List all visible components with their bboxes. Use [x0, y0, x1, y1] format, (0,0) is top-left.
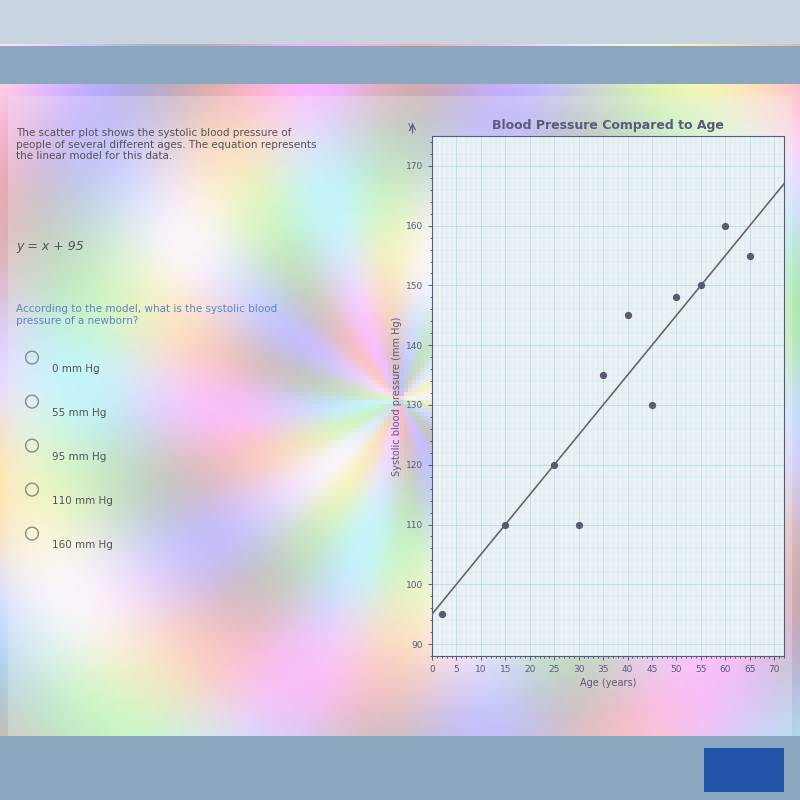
Point — [694, 279, 707, 292]
Point — [499, 518, 512, 531]
Point — [743, 249, 756, 262]
Text: According to the model, what is the systolic blood
pressure of a newborn?: According to the model, what is the syst… — [16, 304, 277, 326]
Text: Ne: Ne — [734, 763, 754, 776]
Text: /learning.k12.com/d2l/le/sequenceViewer/525535?url=https%253a%252f%252fe027: /learning.k12.com/d2l/le/sequenceViewer/… — [8, 15, 333, 25]
Point — [572, 518, 585, 531]
Text: 55 mm Hg: 55 mm Hg — [52, 408, 106, 418]
Title: Blood Pressure Compared to Age: Blood Pressure Compared to Age — [492, 119, 724, 132]
Point — [670, 291, 683, 304]
Text: 0 mm Hg: 0 mm Hg — [52, 364, 100, 374]
Point — [548, 458, 561, 471]
Text: 160 mm Hg: 160 mm Hg — [52, 540, 113, 550]
Y-axis label: Systolic blood pressure (mm Hg): Systolic blood pressure (mm Hg) — [391, 316, 402, 476]
X-axis label: Age (years): Age (years) — [580, 678, 636, 688]
Point — [646, 398, 658, 411]
Point — [719, 219, 732, 232]
Point — [435, 608, 448, 621]
Text: 110 mm Hg: 110 mm Hg — [52, 496, 113, 506]
Text: y = x + 95: y = x + 95 — [16, 240, 84, 253]
Text: ACK TO COURSE SCHEDULE - 8 MATH B: ACK TO COURSE SCHEDULE - 8 MATH B — [8, 61, 206, 70]
Point — [597, 369, 610, 382]
Text: The scatter plot shows the systolic blood pressure of
people of several differen: The scatter plot shows the systolic bloo… — [16, 128, 317, 162]
Text: y: y — [408, 121, 414, 130]
Text: 95 mm Hg: 95 mm Hg — [52, 452, 106, 462]
Point — [621, 309, 634, 322]
Text: ◄: ◄ — [15, 763, 25, 776]
